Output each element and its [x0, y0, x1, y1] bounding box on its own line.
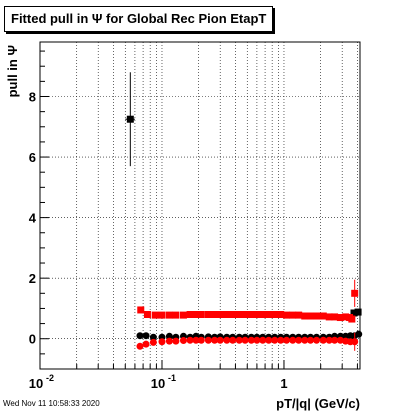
data-point-circle — [277, 336, 285, 344]
x-tick-label-exponent: -1 — [168, 373, 176, 383]
data-point-square — [204, 311, 212, 318]
data-point-square — [253, 311, 261, 318]
data-point-square — [319, 312, 327, 320]
data-point-circle — [235, 336, 243, 344]
data-point-square — [235, 311, 243, 318]
data-point-circle — [283, 336, 291, 344]
data-point-circle — [307, 336, 315, 344]
data-point-square — [331, 313, 339, 321]
x-tick-label: 10 — [151, 376, 165, 391]
data-point-circle — [179, 337, 187, 345]
y-tick-label: 2 — [29, 271, 36, 286]
data-point-circle — [223, 336, 231, 344]
data-point-circle — [289, 336, 297, 344]
data-point-circle — [142, 332, 150, 340]
data-point-circle — [204, 336, 212, 344]
data-point-square — [197, 311, 205, 318]
data-point-square — [211, 311, 219, 318]
data-point-square — [351, 289, 359, 297]
data-point-circle — [319, 336, 327, 344]
data-point-square — [295, 311, 303, 319]
x-tick-label-exponent: -2 — [46, 373, 54, 383]
data-point-square — [313, 312, 321, 320]
data-point-circle — [351, 338, 359, 346]
chart-title: Fitted pull in Ψ for Global Rec Pion Eta… — [4, 6, 274, 32]
data-point-circle — [271, 336, 279, 344]
data-point-circle — [336, 336, 344, 344]
data-point-circle — [165, 337, 173, 345]
data-point-square — [271, 311, 279, 318]
data-point-square — [216, 311, 224, 318]
data-point-square — [165, 311, 173, 319]
data-point-square — [151, 311, 159, 319]
data-point-circle — [229, 336, 237, 344]
data-point-circle — [211, 336, 219, 344]
grid-layer — [40, 42, 360, 369]
data-point-circle — [186, 336, 194, 344]
data-point-square — [354, 308, 362, 316]
data-point-square — [283, 311, 291, 319]
data-point-circle — [253, 336, 261, 344]
x-tick-label: 1 — [280, 376, 287, 391]
data-point-square — [126, 115, 134, 123]
data-point-circle — [216, 336, 224, 344]
y-tick-label: 0 — [29, 332, 36, 347]
data-point-circle — [325, 336, 333, 344]
data-point-square — [223, 311, 231, 318]
data-point-square — [259, 311, 267, 318]
data-point-square — [229, 311, 237, 318]
data-point-circle — [313, 336, 321, 344]
y-tick-label: 6 — [29, 150, 36, 165]
data-point-circle — [158, 338, 166, 346]
data-point-square — [342, 313, 350, 321]
data-point-circle — [149, 333, 157, 341]
data-point-square — [307, 312, 315, 320]
data-point-circle — [172, 337, 180, 345]
data-point-circle — [142, 340, 150, 348]
ticks-layer — [39, 50, 358, 370]
data-point-square — [265, 311, 273, 318]
y-tick-label: 8 — [29, 90, 36, 105]
x-tick-label: 10 — [29, 376, 43, 391]
data-point-square — [172, 311, 180, 319]
data-point-circle — [165, 332, 173, 340]
data-point-circle — [197, 336, 205, 344]
footer-timestamp: Wed Nov 11 10:58:33 2020 — [3, 399, 100, 408]
points-layer — [125, 72, 363, 351]
y-tick-label: 4 — [29, 211, 37, 226]
data-point-square — [241, 311, 249, 318]
plot-frame — [39, 41, 361, 370]
y-axis-label: pull in Ψ — [5, 45, 20, 97]
data-point-square — [186, 311, 194, 318]
data-point-circle — [192, 336, 200, 344]
data-point-square — [336, 314, 344, 322]
data-point-circle — [136, 332, 144, 340]
data-point-circle — [259, 336, 267, 344]
data-point-circle — [265, 336, 273, 344]
data-point-circle — [136, 342, 144, 350]
data-point-square — [247, 311, 255, 318]
data-point-square — [325, 313, 333, 321]
data-point-square — [348, 315, 356, 323]
data-point-square — [277, 311, 285, 318]
data-point-circle — [295, 336, 303, 344]
data-point-square — [289, 311, 297, 319]
data-point-square — [137, 306, 145, 314]
data-point-square — [179, 311, 187, 319]
data-point-square — [143, 311, 151, 318]
data-point-circle — [301, 336, 309, 344]
data-point-square — [192, 311, 200, 318]
data-point-circle — [149, 338, 157, 346]
data-point-square — [350, 309, 358, 317]
data-point-circle — [355, 330, 363, 338]
data-point-square — [301, 312, 309, 320]
data-point-circle — [247, 336, 255, 344]
data-point-circle — [241, 336, 249, 344]
data-point-square — [158, 311, 166, 319]
data-point-circle — [331, 336, 339, 344]
x-axis-label: pT/|q| (GeV/c) — [276, 396, 360, 411]
